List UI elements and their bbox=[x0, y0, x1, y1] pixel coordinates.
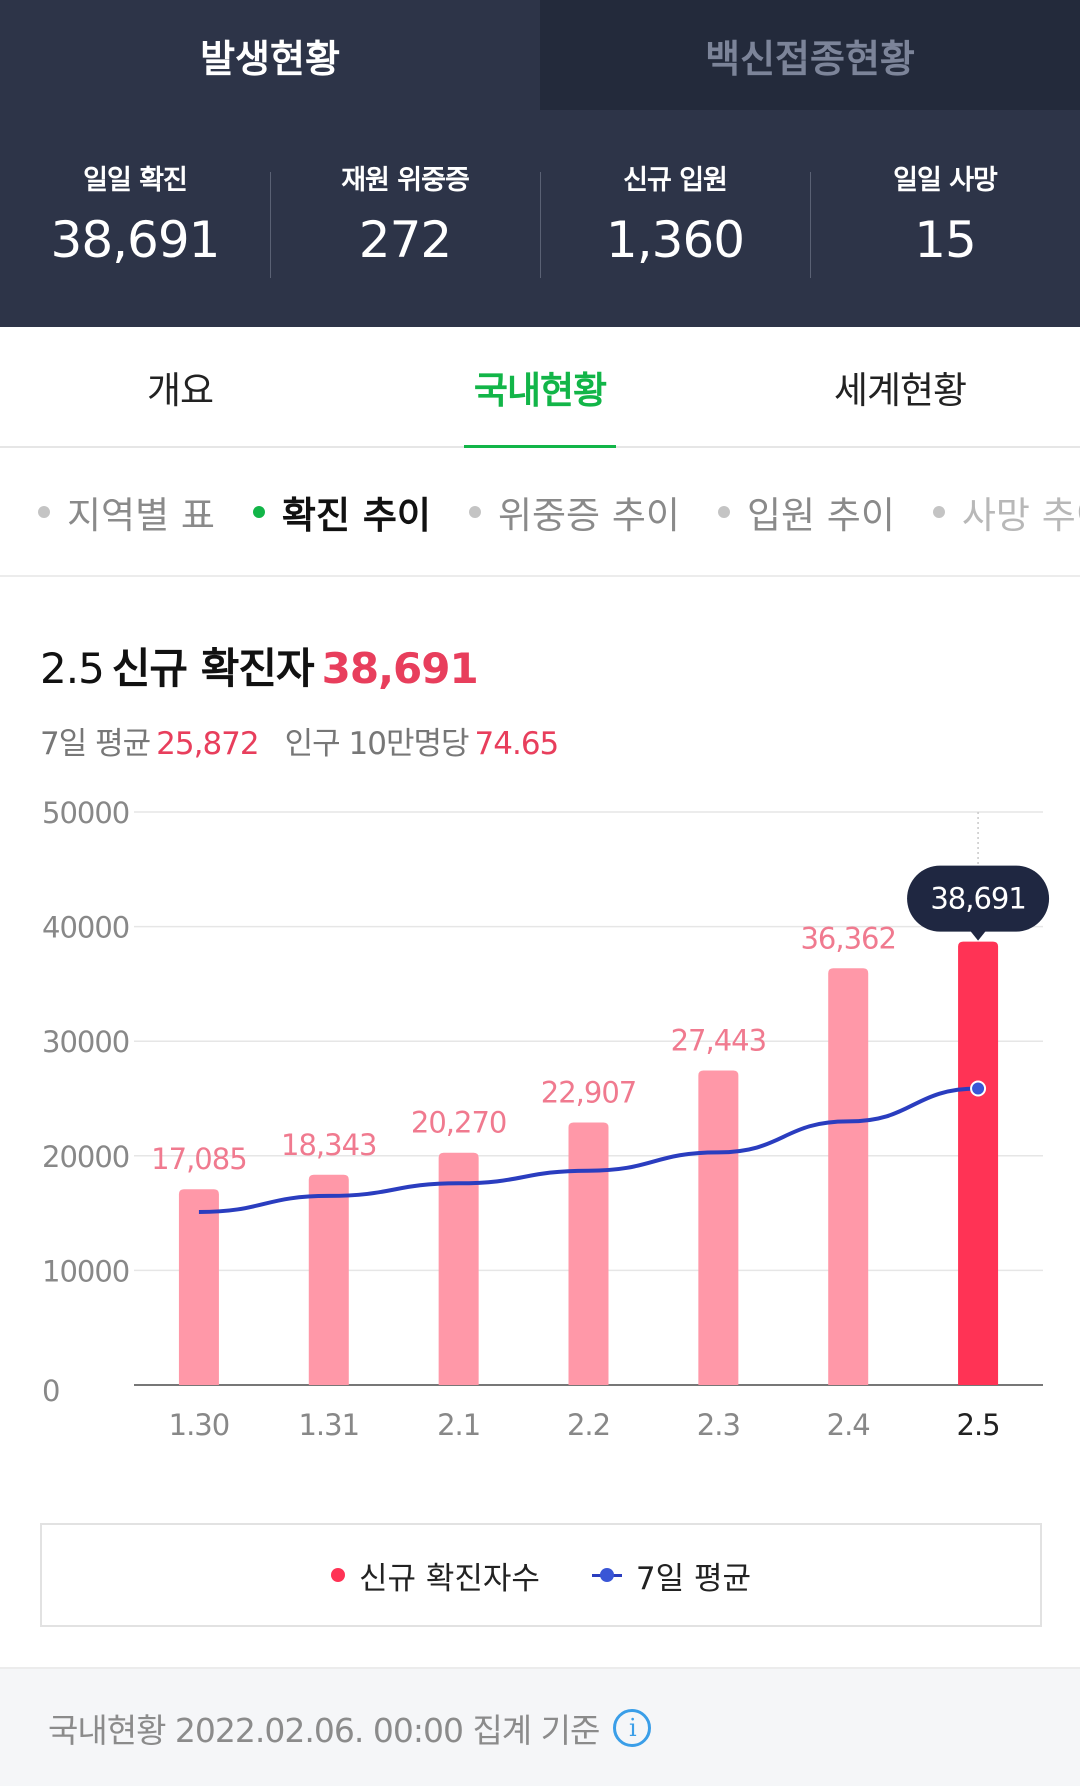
legend-item-confirmed: 신규 확진자수 bbox=[330, 1553, 540, 1598]
bullet-dot bbox=[717, 505, 730, 518]
bar-value-label: 22,907 bbox=[541, 1075, 636, 1109]
chart-canvas: 0 10000 20000 30000 40000 50000 17,085 1.30 18,3… bbox=[42, 796, 1050, 1440]
subtab-critical-trend[interactable]: 위중증 추이 bbox=[468, 485, 680, 539]
per-capita-label: 인구 10만명당 bbox=[284, 726, 470, 762]
chart-legend: 신규 확진자수 7일 평균 bbox=[40, 1523, 1042, 1627]
legend-item-average: 7일 평균 bbox=[591, 1553, 752, 1598]
y-tick-label: 30000 bbox=[42, 1025, 129, 1059]
bar-value-label: 36,362 bbox=[800, 921, 895, 955]
bar-value-label: 20,270 bbox=[411, 1106, 506, 1140]
stat-daily-death: 일일 사망 15 bbox=[810, 158, 1080, 327]
tooltip-pointer bbox=[970, 930, 987, 941]
x-tick-label: 2.1 bbox=[437, 1408, 480, 1440]
y-tick-label: 10000 bbox=[42, 1254, 129, 1288]
tab-domestic[interactable]: 국내현황 bbox=[360, 327, 720, 448]
bar bbox=[438, 1152, 479, 1385]
stat-value: 1,360 bbox=[605, 211, 745, 269]
legend-dot-icon bbox=[330, 1568, 345, 1582]
tab-occurrence[interactable]: 발생현황 bbox=[0, 0, 540, 110]
per-capita-value: 74.65 bbox=[474, 726, 560, 762]
tooltip-value: 38,691 bbox=[930, 882, 1025, 916]
x-tick-label: 2.2 bbox=[567, 1408, 610, 1440]
x-tick-label: 1.30 bbox=[169, 1408, 230, 1440]
x-tick-label: 2.3 bbox=[697, 1408, 740, 1440]
chart-subtitle: 7일 평균 25,872 인구 10만명당 74.65 bbox=[40, 718, 1080, 763]
tab-vaccination[interactable]: 백신접종현황 bbox=[540, 0, 1080, 110]
legend-line-icon bbox=[591, 1567, 622, 1582]
bar-value-label: 18,343 bbox=[281, 1128, 376, 1162]
stat-label: 재원 위중증 bbox=[341, 165, 470, 196]
bar bbox=[568, 1122, 609, 1385]
bullet-dot bbox=[252, 505, 265, 518]
stat-value: 15 bbox=[914, 211, 977, 269]
footer-text: 국내현황 2022.02.06. 00:00 집계 기준 bbox=[48, 1710, 600, 1750]
x-tick-label: 1.31 bbox=[298, 1408, 359, 1440]
chart-title-value: 38,691 bbox=[321, 644, 479, 693]
bar bbox=[828, 968, 869, 1385]
main-tab-bar: 개요 국내현황 세계현황 bbox=[0, 327, 1080, 448]
stat-new-admission: 신규 입원 1,360 bbox=[540, 158, 810, 327]
bar bbox=[958, 941, 999, 1385]
bullet-dot bbox=[468, 505, 481, 518]
stats-summary: 일일 확진 38,691 재원 위중증 272 신규 입원 1,360 일일 사… bbox=[0, 110, 1080, 327]
chart-date: 2.5 bbox=[40, 644, 105, 693]
footer-note: 국내현황 2022.02.06. 00:00 집계 기준 i bbox=[0, 1667, 1080, 1786]
sub-tab-bar: 지역별 표 확진 추이 위중증 추이 입원 추이 사망 추이 bbox=[0, 448, 1080, 577]
legend-label: 신규 확진자수 bbox=[358, 1560, 540, 1597]
status-header: 발생현황 백신접종현황 일일 확진 38,691 재원 위중증 272 신규 입… bbox=[0, 0, 1080, 327]
y-tick-label: 40000 bbox=[42, 911, 129, 945]
subtab-label: 사망 추이 bbox=[961, 493, 1080, 537]
average-point bbox=[970, 1080, 987, 1097]
subtab-death-trend[interactable]: 사망 추이 bbox=[932, 485, 1080, 539]
subtab-label: 위중증 추이 bbox=[497, 493, 680, 537]
tab-world[interactable]: 세계현황 bbox=[833, 368, 967, 412]
chart-header: 2.5 신규 확진자 38,691 7일 평균 25,872 인구 10만명당 74.65 bbox=[0, 577, 1080, 763]
confirmed-trend-chart: 0 10000 20000 30000 40000 50000 17,085 1.30 18,3… bbox=[0, 790, 1080, 1440]
bullet-dot bbox=[38, 505, 50, 518]
bar bbox=[308, 1174, 349, 1385]
bullet-dot bbox=[932, 505, 945, 518]
x-tick-label: 2.5 bbox=[957, 1408, 1000, 1440]
stat-label: 일일 확진 bbox=[83, 165, 188, 196]
stat-value: 38,691 bbox=[50, 211, 221, 269]
avg-value: 25,872 bbox=[156, 726, 259, 762]
bar-value-label: 17,085 bbox=[151, 1142, 246, 1176]
top-tab-bar: 발생현황 백신접종현황 bbox=[0, 0, 1080, 110]
stat-label: 일일 사망 bbox=[893, 165, 998, 196]
tab-overview[interactable]: 개요 bbox=[146, 368, 214, 412]
subtab-label: 확진 추이 bbox=[281, 493, 431, 537]
subtab-label: 지역별 표 bbox=[67, 493, 215, 537]
y-tick-label: 20000 bbox=[42, 1140, 129, 1174]
bar bbox=[178, 1189, 219, 1385]
bar-value-label: 27,443 bbox=[671, 1024, 766, 1058]
subtab-admission-trend[interactable]: 입원 추이 bbox=[717, 485, 895, 539]
info-icon[interactable]: i bbox=[613, 1708, 652, 1747]
bar bbox=[698, 1070, 739, 1385]
chart-title-label: 신규 확진자 bbox=[111, 644, 315, 693]
y-tick-label: 50000 bbox=[42, 796, 129, 830]
chart-title: 2.5 신규 확진자 38,691 bbox=[40, 635, 1080, 696]
average-line bbox=[198, 1086, 979, 1214]
stat-label: 신규 입원 bbox=[623, 165, 728, 196]
tooltip-box bbox=[907, 865, 1050, 932]
stat-value: 272 bbox=[358, 211, 452, 269]
stat-critical: 재원 위중증 272 bbox=[270, 158, 540, 327]
subtab-confirmed-trend[interactable]: 확진 추이 bbox=[252, 485, 431, 539]
subtab-region-table[interactable]: 지역별 표 bbox=[38, 485, 215, 539]
y-tick-label: 0 bbox=[42, 1374, 59, 1408]
legend-label: 7일 평균 bbox=[635, 1560, 752, 1597]
avg-label: 7일 평균 bbox=[40, 726, 151, 762]
subtab-label: 입원 추이 bbox=[746, 493, 895, 537]
x-tick-label: 2.4 bbox=[827, 1408, 870, 1440]
stat-daily-confirmed: 일일 확진 38,691 bbox=[0, 158, 270, 327]
